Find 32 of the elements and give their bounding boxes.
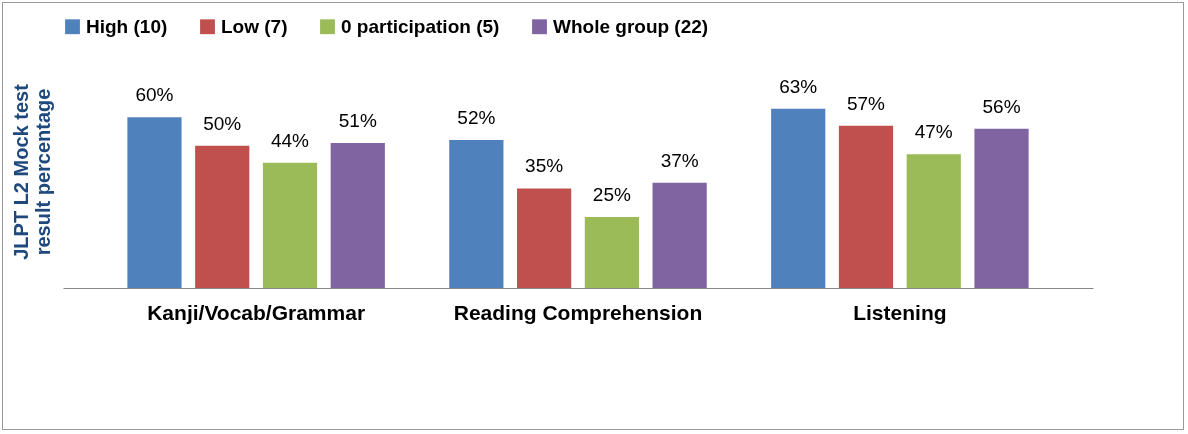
data-label: 37% (660, 149, 699, 171)
data-label: 47% (914, 121, 953, 143)
data-label: 51% (338, 109, 377, 131)
bar (906, 154, 961, 288)
data-label: 52% (457, 107, 496, 129)
bar (330, 142, 385, 288)
data-label: 50% (203, 112, 242, 134)
bar (771, 108, 826, 288)
bar (517, 188, 572, 288)
bar (449, 140, 504, 288)
data-label: 35% (525, 155, 564, 177)
legend-label: Low (7) (221, 15, 288, 37)
bar (652, 182, 707, 288)
data-label: 63% (779, 75, 818, 97)
bar (584, 216, 639, 288)
bar (838, 125, 894, 288)
legend-label: 0 participation (5) (341, 15, 500, 37)
x-tick-label: Reading Comprehension (453, 300, 703, 324)
data-label: 56% (982, 95, 1021, 117)
bar (262, 162, 318, 288)
data-label: 44% (270, 129, 310, 151)
legend-label: High (10) (86, 15, 168, 37)
y-axis-title: JLPT L2 Mock test result percentage (9, 83, 54, 260)
legend-label: Whole group (22) (553, 15, 709, 37)
x-tick-label: Listening (853, 300, 947, 324)
data-label: 60% (135, 84, 174, 106)
data-label: 57% (846, 92, 886, 114)
bar (195, 145, 250, 288)
bar (974, 128, 1029, 288)
x-tick-label: Kanji/Vocab/Grammar (147, 300, 366, 324)
data-label: 25% (592, 183, 631, 205)
bar (127, 117, 182, 288)
